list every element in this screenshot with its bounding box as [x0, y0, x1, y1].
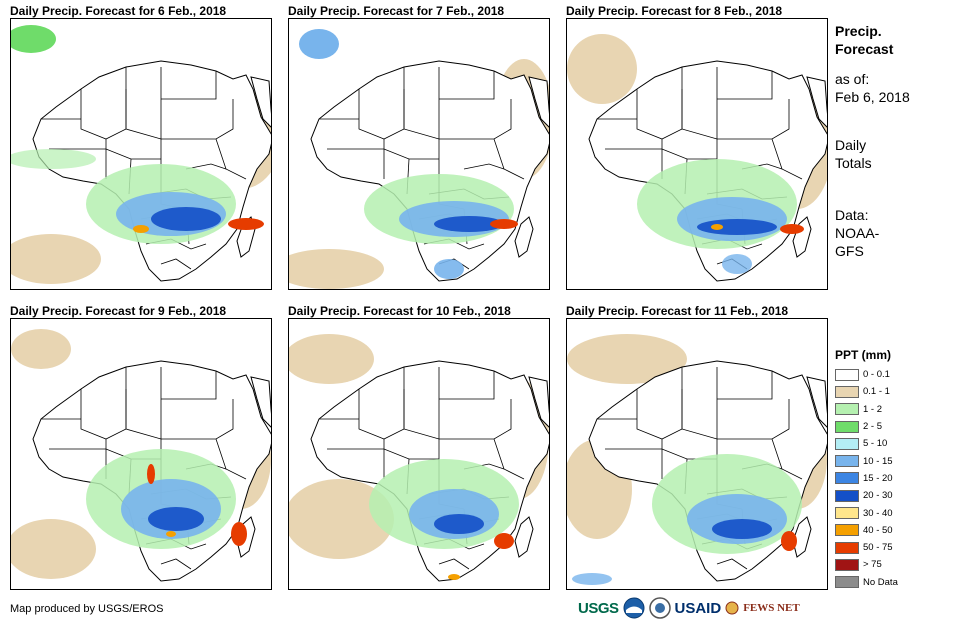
legend-swatch	[835, 576, 859, 589]
legend-label: 40 - 50	[863, 524, 893, 536]
precip-map	[566, 18, 828, 290]
legend-title: PPT (mm)	[835, 348, 892, 362]
legend-item: 30 - 40	[835, 504, 960, 521]
legend-item: No Data	[835, 574, 960, 591]
legend-item: 1 - 2	[835, 401, 960, 418]
fews-net-logo: FEWS NET	[743, 602, 800, 614]
legend-swatch	[835, 489, 859, 502]
legend-label: No Data	[863, 576, 898, 588]
legend-swatch	[835, 455, 859, 468]
legend-label: 2 - 5	[863, 421, 883, 433]
panel-title: Daily Precip. Forecast for 8 Feb., 2018	[566, 4, 783, 18]
legend-swatch	[835, 524, 859, 537]
legend-label: 0.1 - 1	[863, 386, 890, 398]
legend-item: 40 - 50	[835, 522, 960, 539]
forecast-panel-feb8: Daily Precip. Forecast for 8 Feb., 2018	[566, 4, 834, 290]
legend-item: 5 - 10	[835, 435, 960, 452]
data-source-line2: GFS	[835, 243, 864, 259]
legend-swatch	[835, 420, 859, 433]
usgs-logo: USGS	[578, 599, 619, 617]
panel-title: Daily Precip. Forecast for 6 Feb., 2018	[10, 4, 227, 18]
legend-item: 0 - 0.1	[835, 366, 960, 383]
precip-map	[288, 18, 550, 290]
legend-label: 50 - 75	[863, 542, 893, 554]
data-label: Data:	[835, 207, 869, 223]
legend-swatch	[835, 472, 859, 485]
doi-seal-icon	[648, 597, 671, 619]
legend-swatch	[835, 507, 859, 520]
credit-text: Map produced by USGS/EROS	[10, 603, 164, 615]
asof-date: Feb 6, 2018	[835, 89, 910, 105]
forecast-panel-feb9: Daily Precip. Forecast for 9 Feb., 2018	[10, 304, 278, 590]
forecast-info: Precip. Forecast as of: Feb 6, 2018 Dail…	[835, 22, 960, 260]
legend-label: > 75	[863, 559, 882, 571]
legend-swatch	[835, 368, 859, 381]
precip-map	[288, 318, 550, 590]
legend-item: 20 - 30	[835, 487, 960, 504]
totals-line2: Totals	[835, 155, 872, 171]
panel-title: Daily Precip. Forecast for 11 Feb., 2018	[566, 304, 789, 318]
legend-item: 15 - 20	[835, 470, 960, 487]
legend-label: 0 - 0.1	[863, 369, 890, 381]
panel-title: Daily Precip. Forecast for 7 Feb., 2018	[288, 4, 505, 18]
panel-title: Daily Precip. Forecast for 10 Feb., 2018	[288, 304, 511, 318]
noaa-logo-icon	[623, 597, 645, 619]
legend-swatch	[835, 385, 859, 398]
ppt-legend: PPT (mm) 0 - 0.1 0.1 - 1 1 - 2 2 - 5 5 - 10 1…	[835, 348, 960, 591]
asof-label: as of:	[835, 71, 870, 87]
logo-bar: USGS USAID FEWS NET	[578, 597, 800, 619]
precip-map	[566, 318, 828, 590]
legend-item: 10 - 15	[835, 452, 960, 469]
legend-label: 30 - 40	[863, 507, 893, 519]
legend-item: 50 - 75	[835, 539, 960, 556]
precip-map	[10, 18, 272, 290]
forecast-panel-feb6: Daily Precip. Forecast for 6 Feb., 2018	[10, 4, 278, 290]
legend-swatch	[835, 437, 859, 450]
totals-line1: Daily	[835, 137, 867, 153]
precip-map	[10, 318, 272, 590]
fews-globe-icon	[725, 601, 739, 615]
side-title-line2: Forecast	[835, 41, 894, 57]
forecast-panel-feb11: Daily Precip. Forecast for 11 Feb., 2018	[566, 304, 834, 590]
panel-title: Daily Precip. Forecast for 9 Feb., 2018	[10, 304, 227, 318]
legend-swatch	[835, 558, 859, 571]
forecast-panel-feb7: Daily Precip. Forecast for 7 Feb., 2018	[288, 4, 556, 290]
legend-swatch	[835, 541, 859, 554]
legend-label: 20 - 30	[863, 490, 893, 502]
legend-item: 0.1 - 1	[835, 383, 960, 400]
side-title-line1: Precip.	[835, 23, 882, 39]
legend-label: 10 - 15	[863, 455, 893, 467]
legend-item: > 75	[835, 556, 960, 573]
legend-label: 1 - 2	[863, 403, 883, 415]
legend-item: 2 - 5	[835, 418, 960, 435]
legend-label: 5 - 10	[863, 438, 888, 450]
forecast-panel-feb10: Daily Precip. Forecast for 10 Feb., 2018	[288, 304, 556, 590]
usaid-logo: USAID	[674, 599, 722, 617]
data-source-line1: NOAA-	[835, 225, 880, 241]
legend-swatch	[835, 403, 859, 416]
legend-label: 15 - 20	[863, 472, 893, 484]
